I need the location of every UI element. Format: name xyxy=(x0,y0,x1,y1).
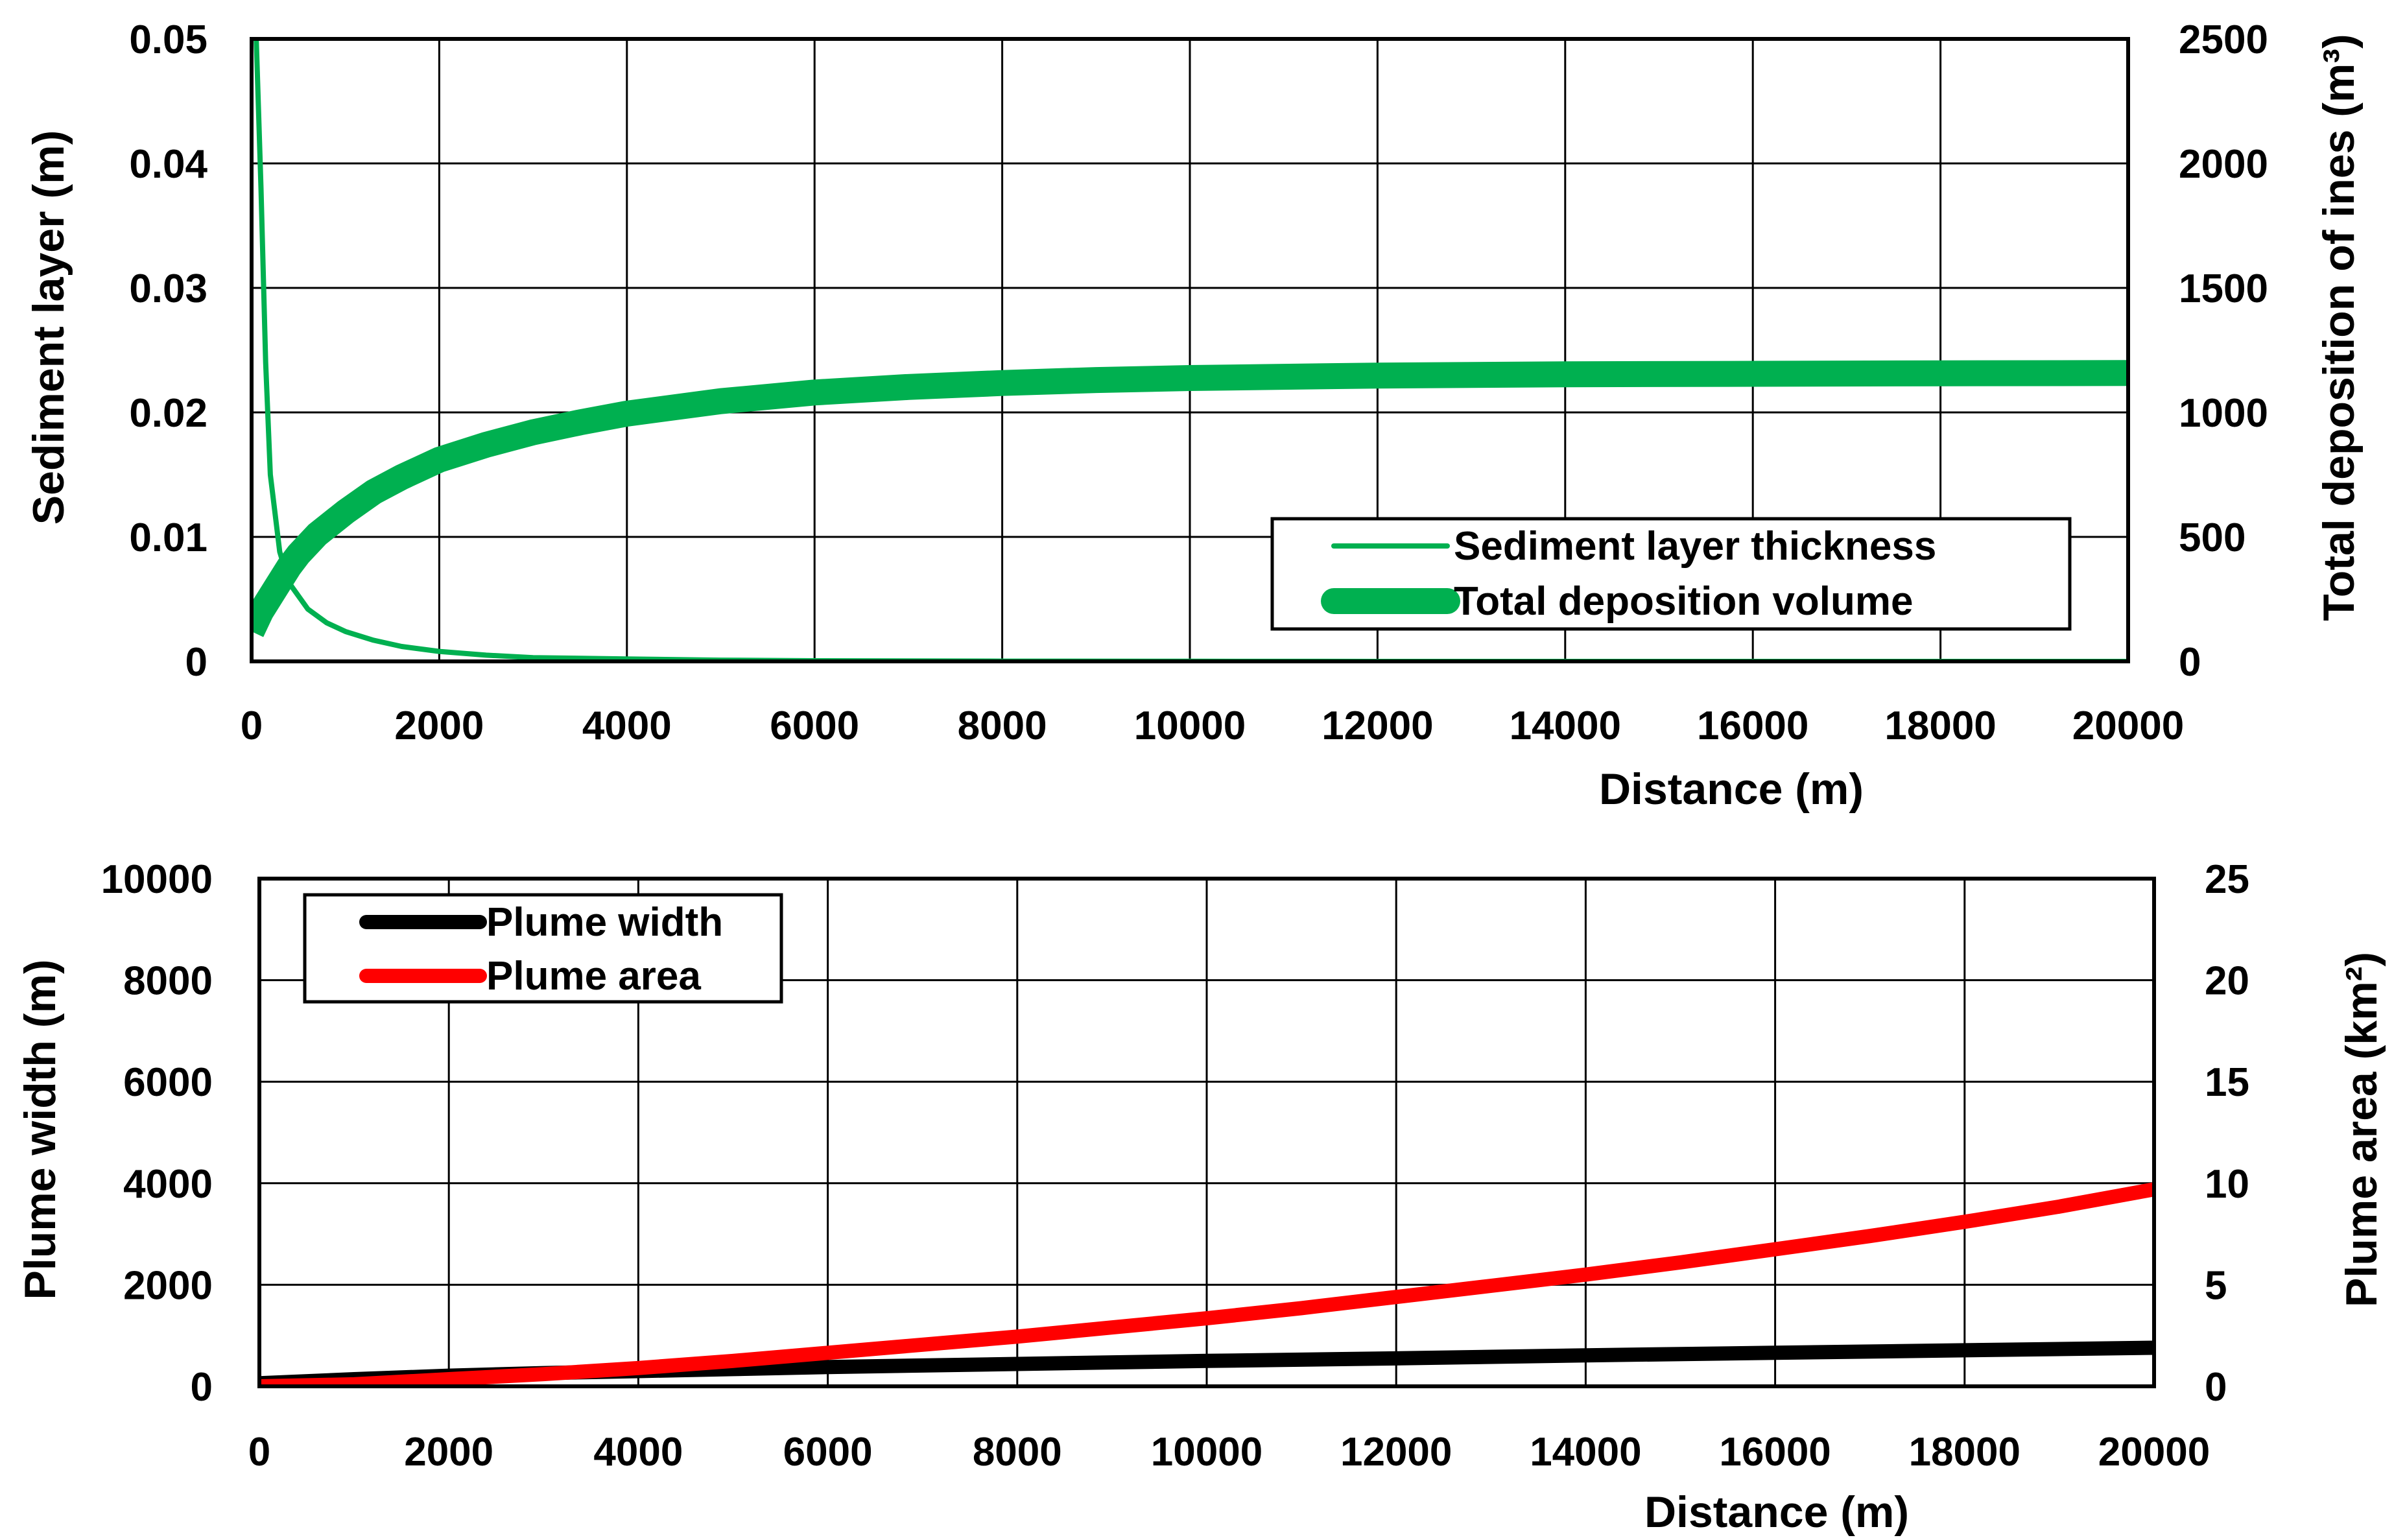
x-tick-label: 8000 xyxy=(958,704,1047,748)
legend-label: Total deposition volume xyxy=(1454,579,1913,624)
y-left-tick-label: 8000 xyxy=(123,959,213,1004)
y-right-tick-label: 1000 xyxy=(2179,391,2268,436)
x-tick-label: 20000 xyxy=(2098,1430,2210,1475)
y-left-axis-title: Sediment layer (m) xyxy=(24,130,73,525)
y-right-tick-label: 10 xyxy=(2205,1162,2249,1207)
y-left-tick-label: 0.02 xyxy=(129,391,207,436)
y-left-tick-label: 0.04 xyxy=(129,142,207,187)
x-tick-label: 12000 xyxy=(1321,704,1433,748)
y-right-tick-label: 500 xyxy=(2179,515,2246,560)
x-tick-label: 10000 xyxy=(1134,704,1246,748)
chart-1: 0 2000 4000 6000 8000 10000 12000 14000 16000 180… xyxy=(24,18,2364,814)
y-left-tick-label: 2000 xyxy=(123,1263,213,1308)
x-tick-label: 4000 xyxy=(593,1430,683,1475)
y-right-axis-title: Total deposition of ines (m³) xyxy=(2314,34,2364,621)
y-left-tick-label: 6000 xyxy=(123,1060,213,1105)
legend-label: Plume area xyxy=(486,954,701,999)
y-right-tick-label: 0 xyxy=(2179,640,2201,685)
y-right-tick-label: 15 xyxy=(2205,1060,2249,1105)
legend-label: Sediment layer thickness xyxy=(1454,524,1936,569)
y-right-tick-label: 1500 xyxy=(2179,267,2268,311)
y-left-axis-title: Plume width (m) xyxy=(16,959,65,1299)
series-line-total-deposition-volume xyxy=(252,360,2128,637)
series-line-plume-area xyxy=(259,1182,2154,1386)
x-tick-label: 20000 xyxy=(2072,704,2184,748)
x-tick-label: 6000 xyxy=(770,704,859,748)
y-right-tick-label: 5 xyxy=(2205,1263,2227,1308)
legend: Plume width Plume area xyxy=(303,893,783,1004)
legend: Sediment layer thickness Total deposition… xyxy=(1270,517,2072,631)
x-tick-label: 16000 xyxy=(1719,1430,1831,1475)
y-left-tick-label: 4000 xyxy=(123,1162,213,1207)
x-tick-label: 0 xyxy=(248,1430,270,1475)
x-tick-label: 14000 xyxy=(1510,704,1621,748)
plot-frame xyxy=(257,877,2156,1388)
y-left-tick-label: 0.01 xyxy=(129,515,207,560)
x-tick-label: 8000 xyxy=(973,1430,1062,1475)
y-right-tick-label: 20 xyxy=(2205,959,2249,1004)
x-tick-label: 6000 xyxy=(783,1430,873,1475)
y-right-tick-label: 0 xyxy=(2205,1365,2227,1410)
y-left-tick-label: 0.03 xyxy=(129,267,207,311)
legend-box xyxy=(303,893,783,1004)
y-right-tick-label: 2500 xyxy=(2179,18,2268,62)
x-tick-label: 18000 xyxy=(1909,1430,2021,1475)
chart-2: 0 2000 4000 6000 8000 10000 12000 14000 16000 180… xyxy=(16,857,2386,1537)
y-right-tick-label: 2000 xyxy=(2179,142,2268,187)
x-tick-label: 10000 xyxy=(1151,1430,1262,1475)
x-axis-title: Distance (m) xyxy=(1599,764,1864,814)
x-axis-title: Distance (m) xyxy=(1644,1487,1909,1537)
y-right-axis-title: Plume area (km²) xyxy=(2337,952,2386,1307)
y-left-tick-label: 0 xyxy=(191,1365,213,1410)
y-left-tick-label: 10000 xyxy=(101,857,213,902)
x-tick-label: 2000 xyxy=(394,704,484,748)
y-right-tick-label: 25 xyxy=(2205,857,2249,902)
x-tick-label: 14000 xyxy=(1530,1430,1641,1475)
x-tick-label: 2000 xyxy=(404,1430,493,1475)
x-tick-label: 16000 xyxy=(1697,704,1808,748)
x-tick-label: 0 xyxy=(241,704,263,748)
y-left-tick-label: 0.05 xyxy=(129,18,207,62)
x-tick-label: 4000 xyxy=(582,704,672,748)
x-tick-label: 12000 xyxy=(1340,1430,1452,1475)
legend-label: Plume width xyxy=(486,900,723,945)
y-left-tick-label: 0 xyxy=(185,640,207,685)
plot-frame xyxy=(250,37,2130,663)
x-tick-label: 18000 xyxy=(1884,704,1996,748)
